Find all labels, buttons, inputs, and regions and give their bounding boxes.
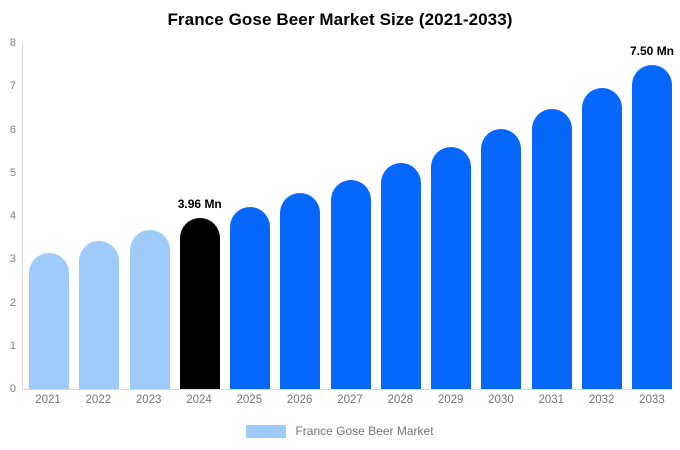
bar-cell-2022 (79, 43, 120, 389)
x-tick-label-2026: 2026 (286, 394, 313, 406)
bar-cell-2021 (29, 43, 69, 389)
y-tick-label: 2 (9, 296, 16, 309)
plot-area: 3.96 Mn 7.50 Mn (22, 43, 675, 390)
bar-cell-2032 (581, 43, 622, 389)
y-tick-label: 8 (9, 37, 16, 49)
bar-cell-2030 (481, 43, 522, 389)
bar-cell-2029 (431, 43, 471, 389)
y-tick-label: 4 (9, 210, 16, 222)
x-tick-label-2024: 2024 (186, 394, 212, 406)
bar-2029[interactable] (431, 146, 471, 389)
bar-value-label-2024: 3.96 Mn (177, 196, 222, 211)
bar-2033[interactable] (632, 64, 672, 389)
chart-title: France Gose Beer Market Size (2021-2033) (167, 10, 513, 29)
bar-2025[interactable] (230, 206, 270, 389)
y-tick-label: 1 (9, 339, 16, 352)
x-tick-label-2027: 2027 (337, 394, 363, 406)
bar-2023[interactable] (129, 229, 170, 389)
x-tick-label-2033: 2033 (639, 394, 665, 406)
x-tick-label-2023: 2023 (135, 394, 162, 406)
bar-value-label-2033: 7.50 Mn (630, 43, 675, 58)
x-tick-label-2021: 2021 (35, 394, 61, 406)
bar-2021[interactable] (29, 252, 69, 389)
x-tick-label-2032: 2032 (588, 394, 615, 406)
bar-2024[interactable] (179, 217, 220, 389)
legend: France Gose Beer Market (0, 424, 680, 438)
y-tick-label: 7 (9, 80, 16, 93)
y-tick-label: 3 (9, 253, 16, 266)
y-tick-label: 5 (9, 166, 16, 179)
y-tick-label: 6 (9, 123, 16, 136)
bar-cell-2033: 7.50 Mn (630, 43, 675, 389)
bars-container: 3.96 Mn 7.50 Mn (29, 43, 675, 389)
x-tick-label-2022: 2022 (85, 394, 112, 406)
bar-2027[interactable] (330, 179, 371, 389)
x-tick-label-2029: 2029 (437, 394, 464, 406)
bar-cell-2028 (380, 43, 421, 389)
x-tick-label-2028: 2028 (387, 394, 414, 406)
bar-cell-2026 (280, 43, 321, 389)
y-tick-label: 0 (9, 383, 16, 395)
bar-cell-2025 (230, 43, 270, 389)
y-axis: 0 1 2 3 4 5 6 7 8 (0, 37, 16, 395)
bar-2031[interactable] (531, 109, 572, 389)
x-axis: 2021 2022 2023 2024 2025 2026 2027 2028 2029 2030… (28, 394, 672, 406)
bar-2022[interactable] (79, 241, 120, 389)
bar-2028[interactable] (380, 163, 421, 389)
bar-2030[interactable] (481, 128, 522, 389)
x-tick-label-2031: 2031 (538, 394, 565, 406)
x-tick-label-2025: 2025 (236, 394, 263, 406)
bar-cell-2024: 3.96 Mn (177, 43, 222, 389)
bar-2032[interactable] (581, 88, 622, 389)
legend-swatch[interactable] (246, 424, 287, 438)
bar-cell-2027 (330, 43, 371, 389)
bar-cell-2031 (531, 43, 572, 389)
bar-cell-2023 (129, 43, 170, 389)
bar-2026[interactable] (280, 193, 321, 389)
legend-label[interactable]: France Gose Beer Market (295, 424, 434, 438)
x-tick-label-2030: 2030 (488, 394, 514, 406)
